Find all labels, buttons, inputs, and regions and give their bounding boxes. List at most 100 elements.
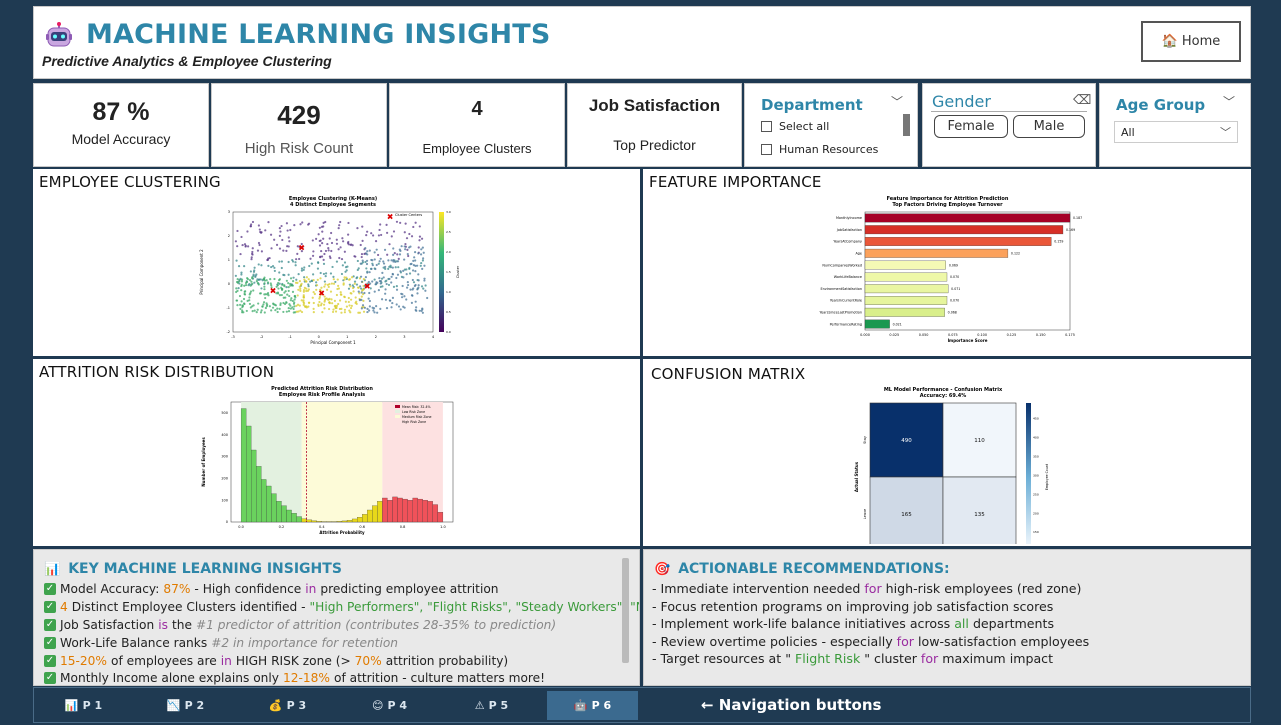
- gender-female-button[interactable]: Female: [934, 115, 1008, 138]
- scatter-point: [310, 262, 313, 265]
- scatter-point: [278, 271, 281, 274]
- scatter-point: [271, 306, 275, 309]
- bar-value-label: 0.187: [1073, 216, 1082, 220]
- y-tick-label: -2: [227, 330, 231, 334]
- gender-slicer[interactable]: Gender ⌫ Female Male: [922, 83, 1096, 167]
- section-title: CONFUSION MATRIX: [651, 365, 806, 383]
- scatter-point: [362, 299, 365, 302]
- eraser-icon[interactable]: ⌫: [1073, 92, 1092, 107]
- scatter-point: [406, 252, 409, 256]
- scatter-point: [288, 303, 291, 306]
- scatter-point: [367, 283, 370, 287]
- scatter-point: [270, 286, 273, 289]
- scatter-point: [341, 237, 344, 240]
- insights-scrollbar[interactable]: [622, 558, 629, 663]
- clustering-chart: Employee Clustering (K-Means)4 Distinct …: [199, 196, 460, 345]
- scatter-point: [409, 288, 412, 291]
- nav-button-p2[interactable]: 📉 P 2: [166, 699, 205, 712]
- chevron-down-icon[interactable]: ﹀: [1223, 95, 1236, 109]
- slicer-scrollbar[interactable]: [903, 114, 910, 136]
- scatter-point: [373, 290, 376, 293]
- scatter-point: [357, 311, 360, 314]
- scatter-point: [240, 278, 244, 281]
- scatter-point: [356, 259, 359, 263]
- gender-male-button[interactable]: Male: [1013, 115, 1085, 138]
- scatter-point: [318, 244, 322, 247]
- scatter-point: [420, 237, 424, 240]
- option-human-resources[interactable]: Human Resources: [761, 143, 878, 156]
- scatter-point: [299, 223, 302, 226]
- scatter-point: [395, 276, 398, 280]
- scatter-point: [283, 302, 287, 306]
- scatter-point: [262, 278, 265, 281]
- x-tick-label: -1: [288, 335, 292, 339]
- scatter-point: [349, 311, 352, 314]
- scatter-point: [327, 247, 330, 250]
- scatter-point: [287, 260, 290, 264]
- cell-value: 135: [974, 512, 985, 518]
- scatter-point: [421, 308, 424, 311]
- scatter-point: [323, 280, 326, 283]
- scatter-point: [300, 242, 303, 246]
- checkbox[interactable]: [761, 121, 772, 132]
- scatter-point: [262, 301, 266, 304]
- nav-button-p1[interactable]: 📊 P 1: [64, 699, 103, 712]
- x-tick-label: 0.4: [319, 525, 325, 529]
- scatter-point: [240, 273, 243, 276]
- cluster-center-marker: ✖: [298, 244, 305, 253]
- scatter-point: [303, 286, 306, 289]
- scatter-point: [404, 242, 407, 246]
- bar-value-label: 0.169: [1066, 228, 1075, 232]
- checkbox[interactable]: [761, 144, 772, 155]
- scatter-point: [303, 266, 306, 269]
- nav-button-p6[interactable]: 🤖 P 6: [547, 691, 638, 720]
- age-group-slicer[interactable]: Age Group ﹀ All ﹀: [1099, 83, 1251, 167]
- scatter-point: [342, 283, 345, 286]
- nav-button-p5[interactable]: ⚠ P 5: [474, 699, 509, 712]
- scatter-point: [341, 264, 344, 267]
- kpi-top-predictor: Job Satisfaction Top Predictor: [567, 83, 742, 167]
- insight-line: ✓ Monthly Income alone explains only 12-…: [44, 671, 546, 685]
- category-label: YearsSinceLastPromotion: [820, 311, 862, 315]
- scatter-point: [330, 231, 333, 235]
- scatter-point: [246, 299, 249, 302]
- nav-button-p4[interactable]: 😊 P 4: [371, 699, 407, 712]
- recommendations-title-text: ACTIONABLE RECOMMENDATIONS:: [678, 561, 950, 577]
- matrix-cell: [942, 402, 1017, 478]
- scatter-point: [301, 221, 304, 224]
- scatter-point: [418, 235, 422, 238]
- scatter-point: [366, 307, 369, 310]
- chevron-down-icon[interactable]: ﹀: [891, 95, 904, 109]
- department-slicer[interactable]: Department ﹀ Select all Human Resources: [744, 83, 918, 167]
- scatter-point: [384, 292, 387, 295]
- histogram-bar: [261, 479, 267, 523]
- bar-value-label: 0.068: [948, 311, 957, 315]
- scatter-point: [413, 256, 416, 259]
- chart-subtitle: Top Factors Driving Employee Turnover: [892, 202, 1003, 208]
- scatter-point: [327, 307, 331, 311]
- scatter-point: [351, 284, 354, 287]
- scatter-point: [373, 311, 376, 314]
- kpi-value: 87 %: [92, 98, 150, 126]
- scatter-point: [337, 284, 340, 287]
- scatter-point: [392, 247, 395, 250]
- y-tick-label: 3: [228, 210, 230, 214]
- scatter-point: [348, 309, 351, 312]
- scatter-point: [264, 296, 267, 300]
- scatter-point: [343, 278, 346, 281]
- scatter-point: [260, 309, 263, 312]
- category-label: MonthlyIncome: [836, 216, 862, 220]
- scatter-point: [289, 277, 293, 280]
- scatter-point: [408, 232, 411, 236]
- home-button[interactable]: 🏠 Home: [1141, 21, 1241, 62]
- scatter-point: [307, 285, 310, 288]
- age-group-dropdown[interactable]: All ﹀: [1114, 121, 1238, 143]
- nav-button-p3[interactable]: 💰 P 3: [268, 699, 307, 712]
- histogram-bar: [412, 497, 418, 523]
- scatter-point: [321, 311, 324, 314]
- scatter-point: [331, 302, 334, 305]
- scatter-point: [362, 310, 366, 313]
- scatter-point: [258, 243, 261, 247]
- scatter-point: [295, 258, 298, 261]
- option-select-all[interactable]: Select all: [761, 120, 829, 133]
